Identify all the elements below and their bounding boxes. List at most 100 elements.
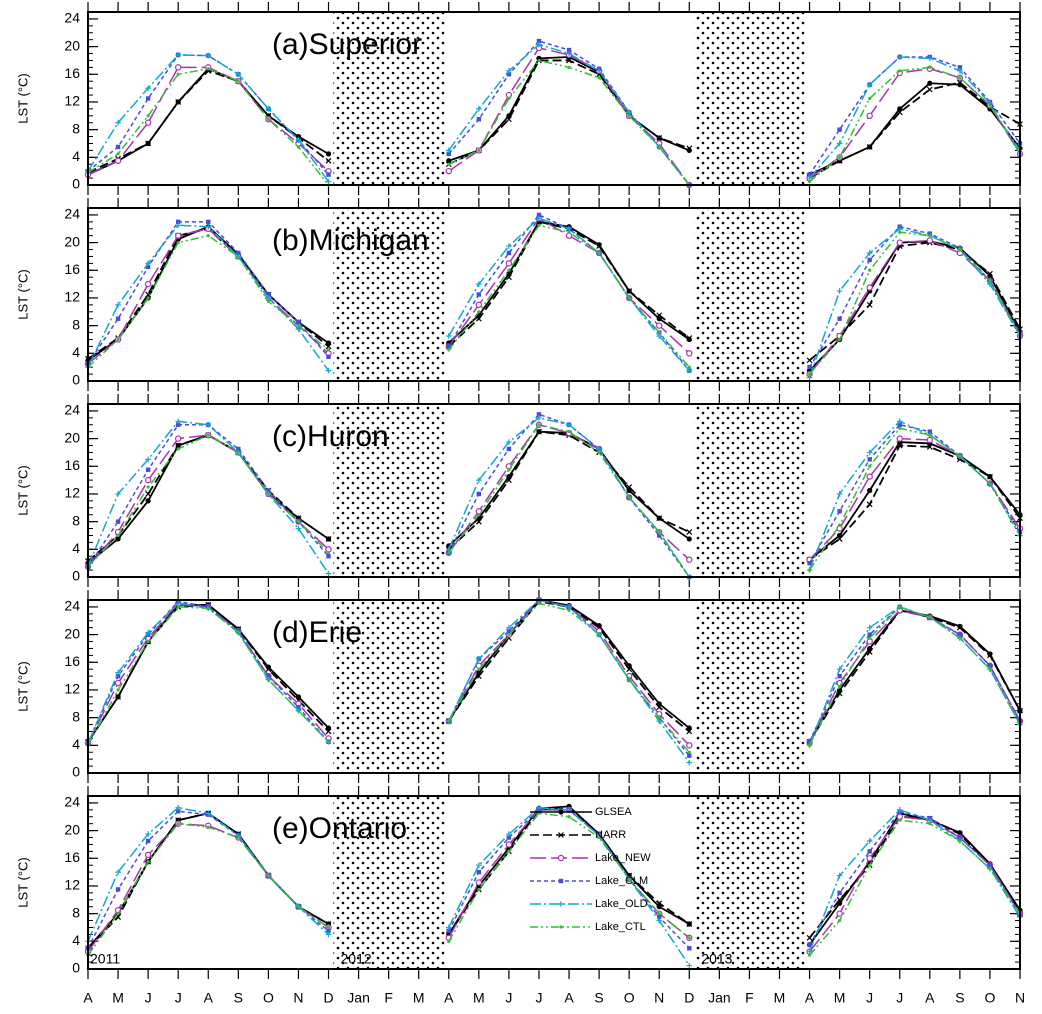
plot-frame bbox=[87, 403, 1021, 578]
marker bbox=[115, 887, 121, 892]
marker bbox=[656, 322, 663, 329]
marker bbox=[596, 242, 602, 248]
marker bbox=[836, 140, 843, 147]
y-axis-label: LST (°C) bbox=[15, 73, 30, 123]
marker bbox=[868, 268, 872, 272]
series-line bbox=[87, 417, 1021, 578]
marker bbox=[807, 568, 812, 572]
y-tick-label: 0 bbox=[72, 960, 80, 976]
marker bbox=[146, 296, 150, 300]
marker bbox=[445, 924, 452, 931]
marker bbox=[477, 513, 481, 517]
marker bbox=[926, 237, 934, 244]
series-line bbox=[87, 423, 1021, 578]
series-line bbox=[87, 59, 1021, 186]
marker bbox=[896, 418, 903, 425]
marker bbox=[175, 422, 181, 427]
marker bbox=[536, 428, 542, 435]
y-tick-label: 0 bbox=[72, 568, 80, 584]
marker bbox=[506, 835, 512, 840]
marker bbox=[476, 281, 482, 287]
marker bbox=[838, 337, 842, 342]
marker bbox=[477, 148, 481, 152]
marker bbox=[175, 222, 181, 229]
y-tick-label: 24 bbox=[64, 206, 80, 222]
marker bbox=[145, 456, 151, 463]
x-tick-label: A bbox=[83, 990, 93, 1006]
marker bbox=[597, 835, 601, 840]
marker bbox=[627, 677, 631, 682]
legend-label: NARR bbox=[595, 829, 626, 841]
marker bbox=[325, 157, 332, 164]
marker bbox=[928, 433, 932, 437]
y-tick-label: 8 bbox=[72, 904, 80, 920]
marker bbox=[657, 912, 661, 916]
y-axis-label: LST (°C) bbox=[15, 857, 30, 907]
marker bbox=[506, 628, 512, 634]
marker bbox=[656, 917, 663, 924]
marker bbox=[145, 467, 151, 472]
marker bbox=[866, 81, 873, 88]
x-tick-label: M bbox=[473, 990, 485, 1006]
marker bbox=[176, 447, 180, 451]
marker bbox=[836, 910, 843, 917]
marker bbox=[296, 145, 301, 149]
marker bbox=[446, 344, 451, 349]
marker bbox=[235, 71, 242, 78]
marker bbox=[477, 887, 481, 892]
marker bbox=[896, 807, 903, 813]
marker bbox=[447, 719, 451, 723]
marker bbox=[836, 525, 843, 532]
gap-region bbox=[333, 796, 446, 969]
marker bbox=[837, 127, 842, 132]
marker bbox=[326, 928, 331, 934]
marker bbox=[627, 114, 631, 118]
series-line bbox=[87, 213, 1021, 372]
marker bbox=[565, 232, 573, 239]
marker bbox=[145, 291, 152, 298]
marker bbox=[505, 477, 512, 484]
series-line bbox=[87, 602, 1021, 753]
marker bbox=[144, 476, 152, 484]
plot-frame bbox=[87, 599, 1021, 774]
y-tick-label: 24 bbox=[64, 402, 80, 418]
marker bbox=[144, 280, 152, 288]
y-tick-label: 24 bbox=[64, 10, 80, 26]
series-line bbox=[87, 806, 1021, 966]
x-tick-label: O bbox=[984, 990, 995, 1006]
marker bbox=[957, 835, 963, 840]
marker bbox=[928, 65, 932, 69]
marker bbox=[657, 914, 662, 920]
series-line bbox=[87, 43, 1021, 186]
marker bbox=[988, 867, 992, 871]
x-tick-label: S bbox=[234, 990, 243, 1006]
marker bbox=[926, 86, 933, 93]
marker bbox=[866, 301, 873, 308]
y-axis-label: LST (°C) bbox=[15, 269, 30, 319]
marker bbox=[687, 750, 691, 754]
marker bbox=[447, 162, 451, 166]
marker bbox=[176, 72, 180, 76]
marker bbox=[115, 669, 121, 676]
marker bbox=[656, 312, 663, 319]
marker bbox=[176, 241, 180, 245]
marker bbox=[627, 296, 631, 300]
marker bbox=[687, 946, 692, 951]
x-tick-label: M bbox=[413, 990, 425, 1006]
marker bbox=[537, 58, 541, 63]
marker bbox=[266, 673, 271, 679]
marker bbox=[686, 742, 693, 749]
marker bbox=[326, 348, 331, 352]
marker bbox=[687, 936, 691, 940]
marker bbox=[686, 921, 693, 927]
marker bbox=[838, 918, 842, 923]
series-line bbox=[87, 47, 1021, 186]
x-tick-label: A bbox=[805, 990, 815, 1006]
marker bbox=[657, 145, 661, 149]
marker bbox=[897, 422, 902, 427]
marker bbox=[445, 333, 452, 339]
y-axis-label: LST (°C) bbox=[15, 661, 30, 711]
marker bbox=[866, 449, 873, 456]
marker bbox=[176, 605, 180, 609]
y-tick-label: 8 bbox=[72, 512, 80, 528]
